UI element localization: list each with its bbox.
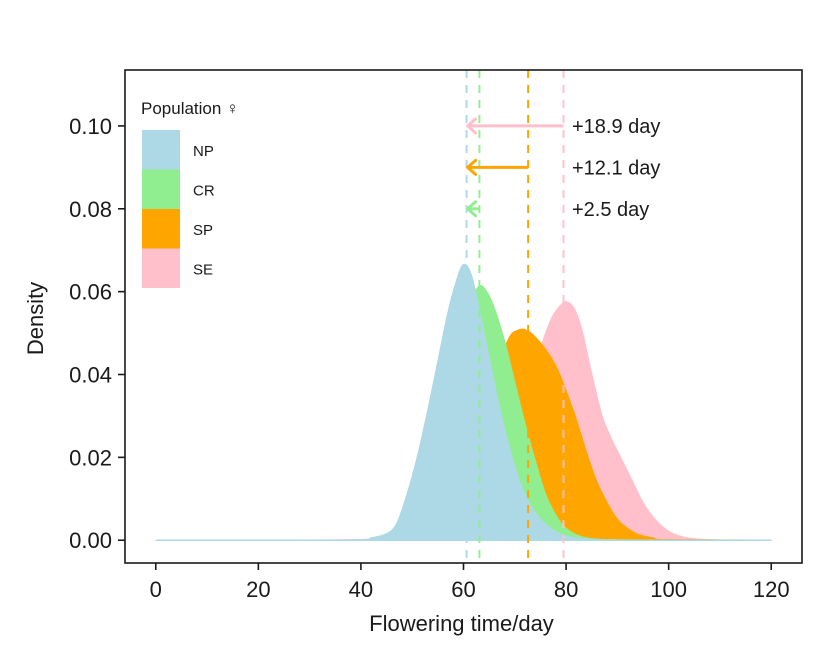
x-tick-label: 20 xyxy=(246,577,270,602)
legend-swatch-se xyxy=(142,248,180,288)
annotation-label: +18.9 day xyxy=(572,116,660,138)
y-tick-label: 0.02 xyxy=(69,445,112,470)
density-areas xyxy=(155,263,772,541)
y-tick-label: 0.06 xyxy=(69,280,112,305)
legend: Population ♀ NP CR SP SE xyxy=(141,99,239,288)
y-axis: 0.00 0.02 0.04 0.06 0.08 0.10 xyxy=(69,114,125,553)
legend-title: Population ♀ xyxy=(141,99,239,118)
annotation-label: +2.5 day xyxy=(572,199,649,221)
legend-swatch-cr xyxy=(142,169,180,209)
annotation-arrow-head xyxy=(466,117,478,135)
legend-label-cr: CR xyxy=(193,183,215,200)
y-tick-label: 0.04 xyxy=(69,363,112,388)
annotation-arrows: +18.9 day +12.1 day +2.5 day xyxy=(466,116,660,221)
mean-lines xyxy=(465,70,565,563)
annotation-label: +12.1 day xyxy=(572,157,660,179)
x-tick-label: 0 xyxy=(150,577,162,602)
x-tick-label: 60 xyxy=(451,577,475,602)
x-axis-title: Flowering time/day xyxy=(369,611,554,636)
legend-label-se: SE xyxy=(193,262,213,279)
y-tick-label: 0.08 xyxy=(69,197,112,222)
x-tick-label: 40 xyxy=(349,577,373,602)
annotation-arrow-head xyxy=(466,158,478,176)
y-tick-label: 0.10 xyxy=(69,114,112,139)
legend-label-np: NP xyxy=(193,143,214,160)
legend-label-sp: SP xyxy=(193,222,213,239)
x-tick-label: 80 xyxy=(554,577,578,602)
x-tick-label: 100 xyxy=(650,577,687,602)
x-tick-label: 120 xyxy=(753,577,790,602)
legend-swatch-sp xyxy=(142,209,180,249)
y-tick-label: 0.00 xyxy=(69,528,112,553)
annotation-arrow-head xyxy=(466,200,478,218)
x-axis: 0 20 40 60 80 100 120 xyxy=(150,563,790,602)
density-area-np xyxy=(155,263,772,541)
legend-swatch-np xyxy=(142,130,180,170)
y-axis-title: Density xyxy=(23,282,48,355)
